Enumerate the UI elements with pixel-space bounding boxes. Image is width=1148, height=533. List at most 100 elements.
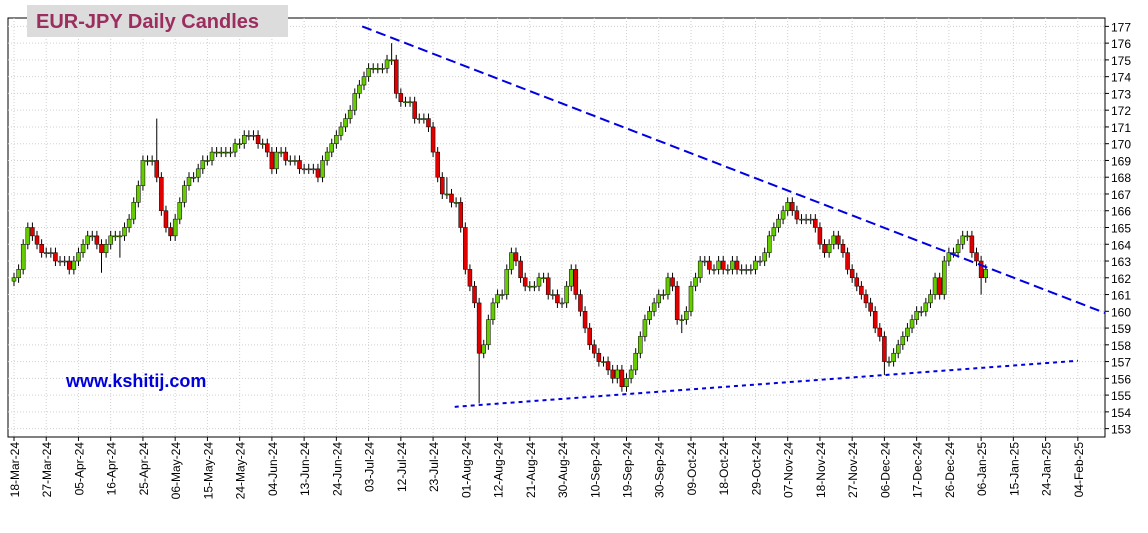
candle-body	[638, 336, 643, 354]
candle-body	[117, 235, 123, 238]
y-tick-label: 173	[1111, 87, 1131, 101]
candle-body	[868, 302, 873, 312]
candle-body	[57, 260, 63, 263]
candle-body	[113, 235, 118, 238]
candle-body	[375, 68, 381, 70]
candle-body	[228, 151, 233, 154]
x-tick-label: 27-Mar-24	[40, 442, 54, 498]
x-tick-label: 09-Oct-24	[685, 442, 699, 496]
candle-body	[564, 285, 569, 304]
candle-body	[734, 260, 740, 270]
candle-body	[923, 302, 929, 312]
candle-body	[94, 235, 100, 245]
candle-body	[320, 160, 325, 178]
candle-body	[343, 118, 348, 128]
candle-body	[186, 176, 192, 186]
candle-body	[324, 151, 330, 161]
x-tick-label: 03-Jul-24	[363, 442, 377, 492]
candle-body	[329, 143, 335, 153]
candle-body	[209, 151, 215, 161]
candle-body	[937, 277, 942, 295]
candle-body	[882, 336, 887, 362]
candle-body	[421, 118, 427, 120]
x-tick-label: 18-Oct-24	[717, 442, 731, 496]
candle-body	[274, 151, 279, 170]
candle-body	[315, 168, 321, 178]
candle-body	[218, 151, 224, 154]
candle-body	[670, 277, 675, 287]
candle-body	[688, 285, 694, 312]
x-tick-label: 27-Nov-24	[846, 442, 860, 498]
candle-body	[960, 235, 965, 245]
x-tick-label: 21-Aug-24	[524, 442, 538, 498]
candle-body	[301, 168, 307, 171]
candle-body	[398, 93, 404, 103]
candle-body	[163, 210, 169, 228]
x-tick-label: 04-Feb-25	[1072, 442, 1086, 498]
candle-body	[513, 252, 519, 262]
candle-body	[412, 101, 417, 119]
candle-body	[53, 252, 58, 262]
candle-body	[711, 269, 717, 271]
candle-body	[578, 294, 583, 312]
candle-body	[573, 269, 579, 295]
candle-body	[619, 369, 625, 387]
candle-body	[757, 260, 763, 263]
candle-body	[942, 260, 947, 295]
y-tick-label: 168	[1111, 171, 1131, 185]
x-tick-label: 12-Aug-24	[492, 442, 506, 498]
candle-body	[490, 302, 496, 320]
candle-body	[481, 344, 486, 354]
x-tick-label: 16-Apr-24	[105, 442, 119, 496]
candle-body	[532, 285, 537, 288]
candle-body	[587, 327, 592, 346]
x-tick-label: 24-Jun-24	[330, 442, 344, 496]
x-tick-label: 06-Jan-25	[975, 442, 989, 496]
candle-body	[739, 269, 744, 271]
x-tick-label: 23-Jul-24	[427, 442, 441, 492]
candle-body	[43, 252, 49, 254]
x-tick-label: 26-Dec-24	[943, 442, 957, 498]
trendline	[361, 25, 1105, 314]
y-tick-label: 167	[1111, 188, 1131, 202]
candle-body	[771, 227, 777, 237]
y-tick-label: 169	[1111, 154, 1131, 168]
y-tick-label: 175	[1111, 54, 1131, 68]
y-tick-label: 162	[1111, 272, 1131, 286]
candle-body	[785, 202, 790, 211]
y-tick-label: 172	[1111, 104, 1131, 118]
candle-body	[642, 319, 648, 337]
candle-body	[932, 277, 938, 295]
candle-body	[149, 160, 155, 162]
candle-body	[85, 235, 90, 245]
candle-body	[99, 244, 104, 253]
candle-body	[288, 160, 293, 162]
y-tick-label: 156	[1111, 372, 1131, 386]
candle-body	[974, 252, 979, 262]
candle-body	[463, 227, 468, 270]
candle-body	[306, 168, 311, 171]
candle-body	[684, 311, 689, 320]
x-tick-label: 30-Sep-24	[653, 442, 667, 498]
candle-body	[292, 160, 298, 162]
candle-body	[393, 59, 399, 94]
candle-body	[352, 93, 358, 111]
y-tick-label: 165	[1111, 222, 1131, 236]
candle-body	[928, 294, 933, 304]
candle-body	[725, 269, 731, 271]
x-tick-label: 29-Oct-24	[749, 442, 763, 496]
candle-body	[900, 336, 906, 346]
candle-body	[748, 269, 754, 271]
candle-body	[651, 302, 657, 312]
x-tick-label: 07-Nov-24	[782, 442, 796, 498]
candle-body	[978, 260, 984, 279]
candle-body	[223, 151, 229, 154]
candle-body	[440, 176, 445, 195]
candle-body	[108, 235, 113, 245]
y-tick-label: 160	[1111, 305, 1131, 319]
candle-body	[430, 126, 436, 153]
candle-body	[136, 185, 141, 203]
chart-title: EUR-JPY Daily Candles	[36, 11, 259, 33]
candle-body	[661, 294, 666, 296]
